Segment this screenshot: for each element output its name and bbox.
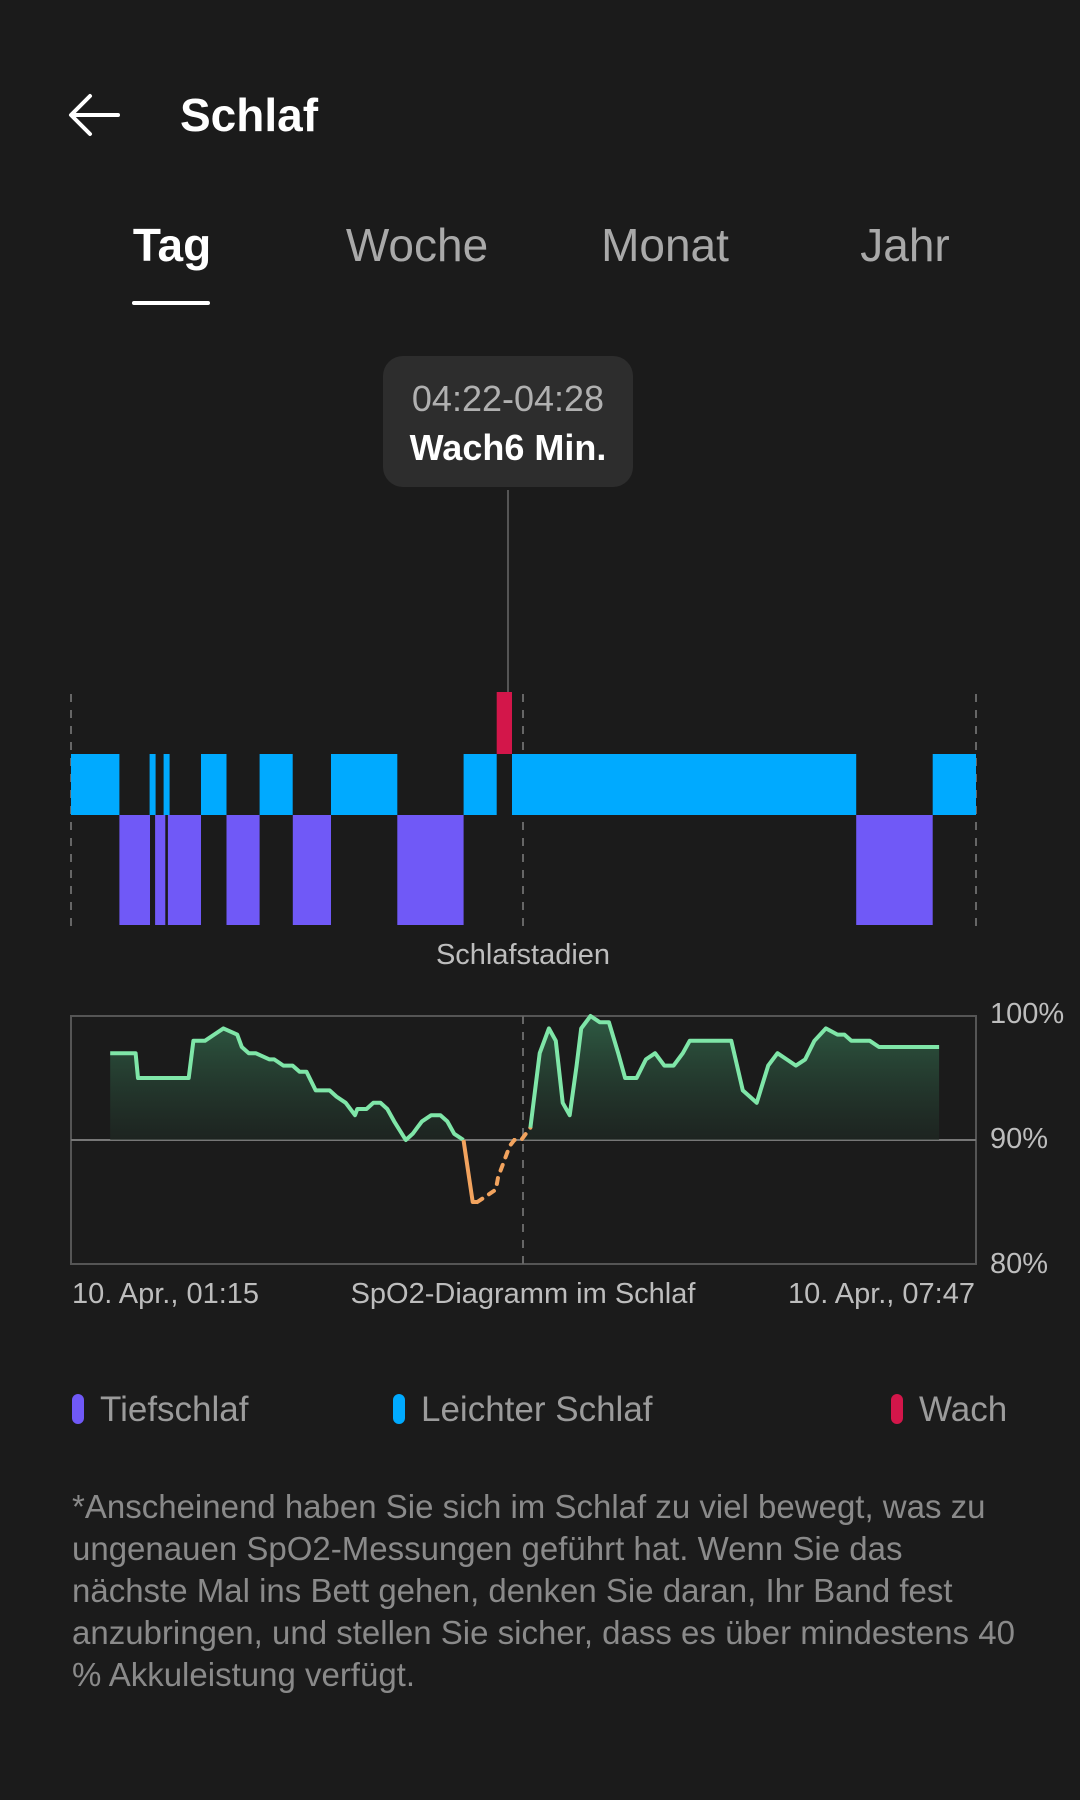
stage-bar-light [259, 754, 293, 815]
stage-bar-deep [292, 815, 331, 925]
spo2-x-start-label: 10. Apr., 01:15 [72, 1278, 260, 1310]
stage-bar-awake[interactable] [496, 692, 512, 754]
header: Schlaf [0, 60, 1080, 160]
tab-monat[interactable]: Monat [601, 219, 729, 271]
stage-bar-deep [226, 815, 260, 925]
legend-label-deep: Tiefschlaf [100, 1390, 249, 1429]
stage-bar-light [163, 754, 170, 815]
tab-tag[interactable]: Tag [132, 219, 212, 271]
stage-bar-light [463, 754, 497, 815]
spo2-line [110, 1026, 465, 1142]
tab-active-indicator [132, 301, 210, 305]
spo2-ytick-90: 90% [990, 1123, 1049, 1155]
tab-woche[interactable]: Woche [345, 219, 489, 271]
stage-bar-light [149, 754, 156, 815]
legend-label-awake: Wach [919, 1390, 1008, 1429]
legend-swatch-light [393, 1394, 405, 1424]
legend-label-light: Leichter Schlaf [421, 1390, 653, 1429]
tooltip-value: Wach6 Min. [409, 427, 607, 468]
spo2-ytick-100: 100% [990, 998, 1065, 1030]
stage-legend: Tiefschlaf Leichter Schlaf Wach [0, 1385, 1080, 1435]
stage-bar-light [201, 754, 227, 815]
legend-swatch-awake [891, 1394, 903, 1424]
stage-bar-deep [167, 815, 201, 925]
stage-chart-title: Schlafstadien [435, 939, 611, 971]
sleep-charts [70, 490, 977, 1265]
tooltip-time: 04:22-04:28 [411, 378, 605, 419]
tab-jahr[interactable]: Jahr [860, 219, 950, 271]
period-tabs: Tag Woche Monat Jahr [0, 200, 1080, 310]
stage-bar-deep [119, 815, 150, 925]
page-title: Schlaf [180, 89, 319, 141]
legend-swatch-deep [72, 1394, 84, 1424]
stage-bar-deep [397, 815, 464, 925]
stage-bar-light [331, 754, 398, 815]
stage-bar-light [932, 754, 976, 815]
back-button[interactable] [62, 82, 132, 148]
arrow-left-icon [69, 94, 120, 136]
stage-tooltip: 04:22-04:28 Wach6 Min. [383, 356, 633, 487]
spo2-low-line [461, 1139, 478, 1204]
spo2-ytick-80: 80% [990, 1248, 1049, 1280]
measurement-warning-note: *Anscheinend haben Sie sich im Schlaf zu… [72, 1488, 1015, 1693]
spo2-x-end-label: 10. Apr., 07:47 [787, 1278, 975, 1310]
stage-bar-light [512, 754, 857, 815]
sleep-stage-bars [71, 692, 976, 925]
spo2-line-after [528, 1014, 940, 1128]
spo2-chart-title: SpO2-Diagramm im Schlaf [350, 1278, 696, 1310]
stage-bar-deep [856, 815, 933, 925]
spo2-uncertain-line [475, 1125, 533, 1204]
stage-bar-light [71, 754, 120, 815]
stage-bar-deep [155, 815, 166, 925]
